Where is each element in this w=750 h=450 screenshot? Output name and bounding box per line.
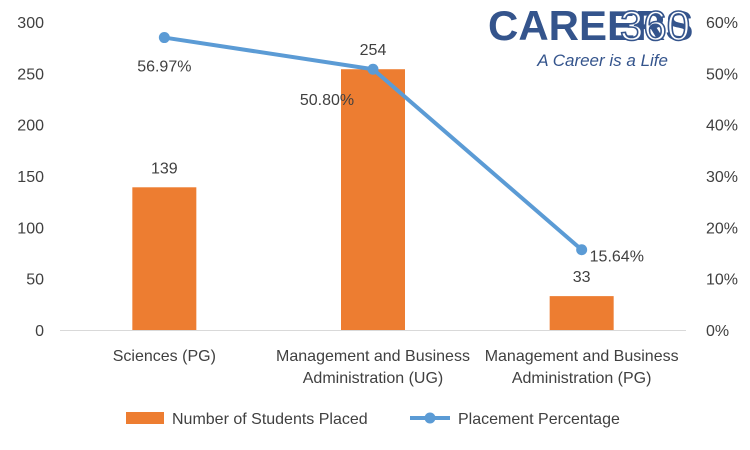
bar (341, 69, 405, 330)
legend-label: Number of Students Placed (172, 411, 368, 428)
category-label: Administration (UG) (303, 370, 443, 387)
logo-word: CAREERS (488, 2, 693, 49)
line-point (367, 63, 379, 75)
logo-number: 360 (620, 2, 690, 49)
category-label: Administration (PG) (512, 370, 652, 387)
y-right-tick-label: 60% (706, 15, 738, 32)
y-left-tick-label: 150 (17, 169, 44, 186)
y-right-tick-label: 30% (706, 169, 738, 186)
bar-data-label: 139 (151, 160, 178, 177)
y-right-tick-label: 0% (706, 323, 729, 340)
bar-data-label: 33 (573, 269, 591, 286)
line-data-label: 50.80% (300, 92, 354, 109)
bar-data-label: 254 (360, 42, 387, 59)
legend-swatch-bar (126, 412, 164, 424)
careers360-logo: CAREERS 360 A Career is a Life (488, 1, 693, 70)
bar (132, 187, 197, 330)
legend-label: Placement Percentage (458, 411, 620, 428)
y-left-tick-label: 100 (17, 220, 44, 237)
y-right-tick-label: 50% (706, 66, 738, 83)
legend-swatch-marker (424, 412, 436, 424)
logo-tagline: A Career is a Life (536, 51, 668, 70)
y-left-tick-label: 200 (17, 118, 44, 135)
line-data-label: 56.97% (137, 59, 191, 76)
line-data-label: 15.64% (590, 249, 644, 266)
y-left-tick-label: 300 (17, 15, 44, 32)
y-left-tick-label: 250 (17, 66, 44, 83)
y-left-tick-label: 0 (35, 323, 44, 340)
category-label: Management and Business (276, 348, 470, 365)
y-right-tick-label: 10% (706, 272, 738, 289)
y-left-tick-label: 50 (26, 272, 44, 289)
y-right-tick-label: 20% (706, 220, 738, 237)
line-point (158, 32, 170, 44)
category-label: Management and Business (485, 348, 679, 365)
category-label: Sciences (PG) (113, 348, 216, 365)
bar (549, 296, 614, 330)
line-point (576, 244, 588, 256)
y-right-tick-label: 40% (706, 118, 738, 135)
